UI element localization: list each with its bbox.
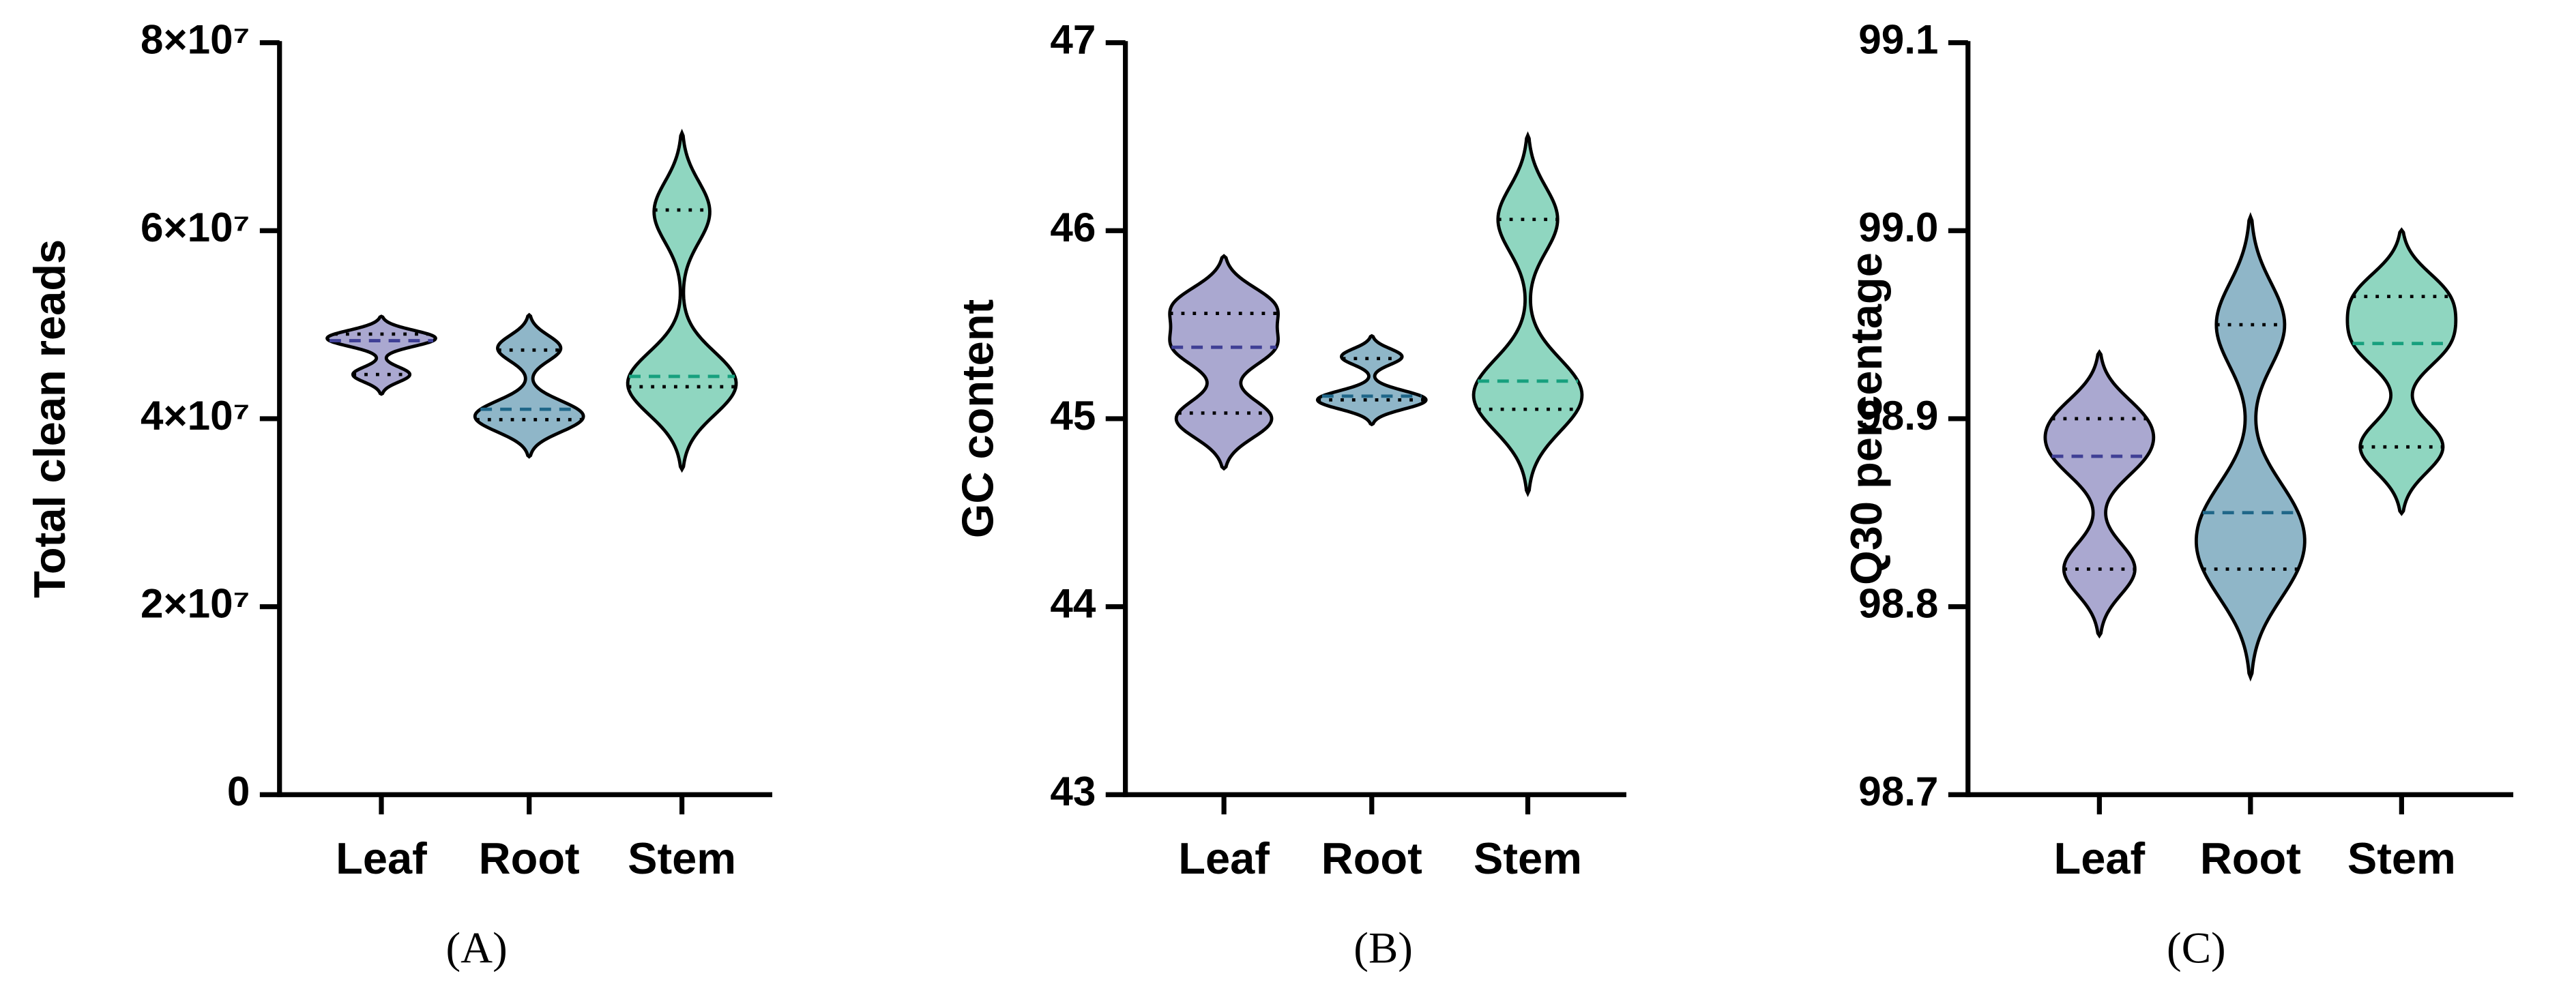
violin [2043,349,2156,639]
violin [626,128,738,473]
y-tick-label: 98.8 [1858,580,1938,626]
y-tick-label: 0 [227,769,250,814]
y-tick-label: 46 [1050,205,1096,250]
y-axis-label: GC content [952,299,1002,538]
y-tick-label: 4×10⁷ [141,393,250,439]
x-tick-label: Leaf [1178,833,1270,883]
y-tick-label: 6×10⁷ [141,205,250,250]
x-tick-label: Root [2200,833,2301,883]
caption: (C) [2167,923,2226,972]
caption: (B) [1353,923,1413,972]
y-axis-label: Q30 percentage [1841,252,1891,585]
y-tick-label: 99.1 [1858,16,1938,62]
y-tick-label: 43 [1050,769,1096,814]
y-axis-label: Total clean reads [25,239,74,598]
y-tick-label: 8×10⁷ [141,16,250,62]
caption: (A) [446,923,508,972]
x-tick-label: Leaf [336,833,427,883]
y-tick-label: 99.0 [1858,205,1938,250]
x-tick-label: Stem [1474,833,1582,883]
violin [325,314,437,396]
violin [1472,131,1584,497]
y-tick-label: 98.9 [1858,393,1938,439]
violin [1168,254,1280,471]
y-tick-label: 45 [1050,393,1096,439]
x-tick-label: Leaf [2054,833,2146,883]
violin [2345,227,2458,516]
violin [1315,333,1428,427]
violin [473,312,585,459]
y-tick-label: 2×10⁷ [141,580,250,626]
y-tick-label: 98.7 [1858,769,1938,814]
x-tick-label: Root [479,833,580,883]
y-tick-label: 44 [1050,580,1096,626]
x-tick-label: Root [1321,833,1422,883]
y-tick-label: 47 [1050,16,1096,62]
violin [2194,211,2307,682]
x-tick-label: Stem [2347,833,2456,883]
x-tick-label: Stem [628,833,736,883]
